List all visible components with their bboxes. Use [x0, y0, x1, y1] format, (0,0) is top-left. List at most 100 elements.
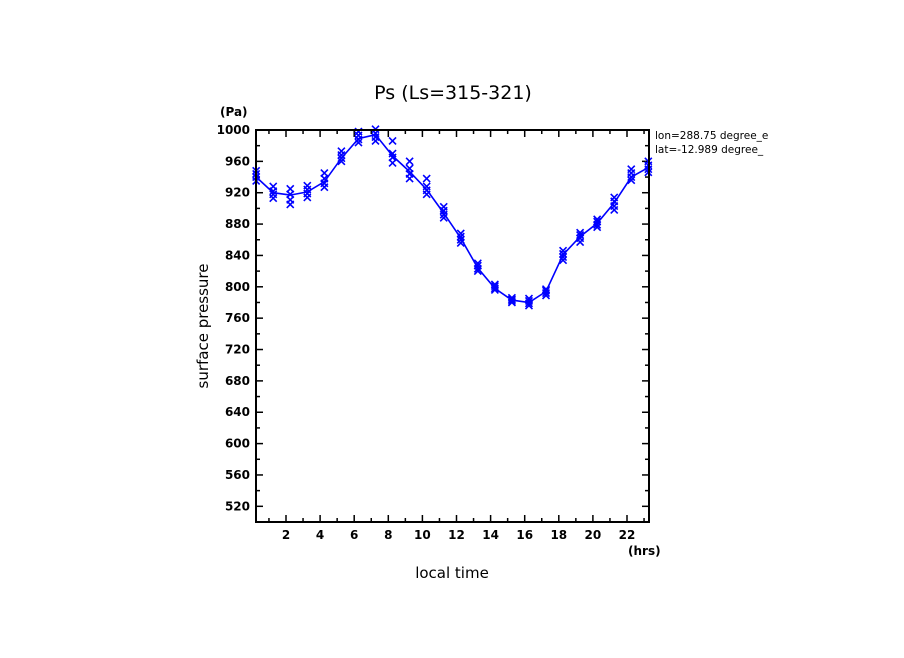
y-tick-label: 760 — [225, 311, 250, 325]
y-tick-label: 1000 — [217, 123, 250, 137]
data-point-cross — [473, 259, 482, 268]
data-point-cross — [507, 296, 516, 305]
data-point-cross — [456, 235, 465, 244]
data-point-cross — [422, 182, 431, 191]
cross-stroke — [558, 252, 568, 262]
cross-stroke — [337, 154, 346, 163]
data-point-cross — [456, 238, 465, 247]
x-tick-label: 14 — [482, 528, 499, 542]
chart-title: Ps (Ls=315-321) — [374, 82, 532, 104]
axes: 2 4 6 8 10 12 14 16 18 20 22 520 560 600 640 680 720 760 8… — [217, 123, 649, 542]
cross-stroke — [541, 285, 551, 294]
x-tick-label: 10 — [414, 528, 431, 542]
cross-stroke — [627, 165, 636, 174]
y-tick-label: 640 — [225, 405, 250, 419]
cross-stroke — [593, 215, 602, 224]
data-point-cross — [354, 138, 363, 147]
x-tick-label: 18 — [550, 528, 567, 542]
data-point-cross — [320, 169, 329, 178]
data-point-cross — [456, 229, 465, 238]
x-axis-label: local time — [415, 564, 489, 582]
cross-stroke — [388, 136, 397, 146]
lat-annotation: lat=-12.989 degree_ — [655, 144, 764, 156]
y-tick-label: 800 — [225, 280, 250, 294]
data-marks — [252, 125, 653, 310]
data-point-cross — [388, 136, 397, 146]
data-point-cross — [490, 280, 499, 289]
data-point-cross — [593, 215, 602, 224]
data-point-cross — [541, 285, 551, 294]
data-point-cross — [286, 184, 295, 193]
cross-stroke — [439, 213, 448, 222]
cross-stroke — [422, 182, 431, 191]
data-point-cross — [507, 295, 516, 304]
data-point-cross — [558, 249, 568, 258]
cross-stroke — [286, 184, 295, 193]
cross-stroke — [320, 169, 329, 178]
cross-stroke — [524, 294, 534, 303]
data-point-cross — [405, 164, 414, 173]
data-point-cross — [558, 246, 568, 255]
data-point-cross — [627, 176, 636, 185]
cross-stroke — [524, 296, 534, 305]
lon-annotation: lon=288.75 degree_e — [655, 130, 768, 142]
cross-stroke — [558, 256, 568, 265]
data-point-cross — [610, 193, 619, 202]
cross-stroke — [422, 174, 431, 183]
data-point-cross — [456, 232, 465, 241]
data-point-cross — [576, 228, 585, 237]
cross-stroke — [456, 232, 465, 241]
data-point-cross — [524, 294, 534, 303]
data-point-cross — [422, 174, 431, 183]
cross-stroke — [456, 238, 465, 247]
data-point-cross — [439, 202, 448, 211]
y-tick-label: 600 — [225, 437, 250, 451]
y-tick-label: 680 — [225, 374, 250, 388]
data-point-cross — [439, 213, 448, 222]
cross-stroke — [541, 286, 551, 295]
data-point-cross — [337, 157, 346, 166]
data-point-cross — [558, 256, 568, 265]
cross-stroke — [354, 138, 363, 147]
data-point-cross — [269, 190, 278, 199]
data-point-cross — [576, 230, 585, 240]
cross-stroke — [269, 190, 278, 199]
cross-stroke — [269, 182, 278, 191]
x-tick-label: 2 — [282, 528, 290, 542]
cross-stroke — [303, 181, 312, 190]
data-point-cross — [337, 147, 346, 156]
x-tick-label: 6 — [350, 528, 358, 542]
cross-stroke — [405, 164, 414, 173]
data-point-cross — [337, 154, 346, 163]
plot-frame — [255, 129, 650, 523]
y-tick-label: 880 — [225, 217, 250, 231]
cross-stroke — [456, 235, 465, 244]
cross-stroke — [627, 176, 636, 185]
cross-stroke — [593, 217, 602, 226]
data-point-cross — [388, 149, 397, 158]
data-point-cross — [558, 252, 568, 262]
data-point-cross — [541, 286, 551, 295]
cross-stroke — [507, 296, 516, 305]
data-point-cross — [627, 165, 636, 174]
cross-stroke — [456, 229, 465, 238]
cross-stroke — [439, 202, 448, 211]
cross-stroke — [337, 157, 346, 166]
x-tick-label: 22 — [619, 528, 636, 542]
x-tick-label: 4 — [316, 528, 324, 542]
cross-stroke — [405, 157, 414, 166]
y-tick-label: 960 — [225, 154, 250, 168]
y-tick-label: 920 — [225, 186, 250, 200]
cross-stroke — [490, 280, 499, 289]
y-unit-label: (Pa) — [220, 105, 248, 119]
cross-stroke — [507, 295, 516, 304]
data-point-cross — [269, 182, 278, 191]
cross-stroke — [337, 147, 346, 156]
x-tick-label: 8 — [384, 528, 392, 542]
cross-stroke — [558, 249, 568, 258]
cross-stroke — [576, 228, 585, 237]
x-tick-label: 12 — [448, 528, 465, 542]
cross-stroke — [558, 246, 568, 255]
x-tick-label: 16 — [516, 528, 533, 542]
